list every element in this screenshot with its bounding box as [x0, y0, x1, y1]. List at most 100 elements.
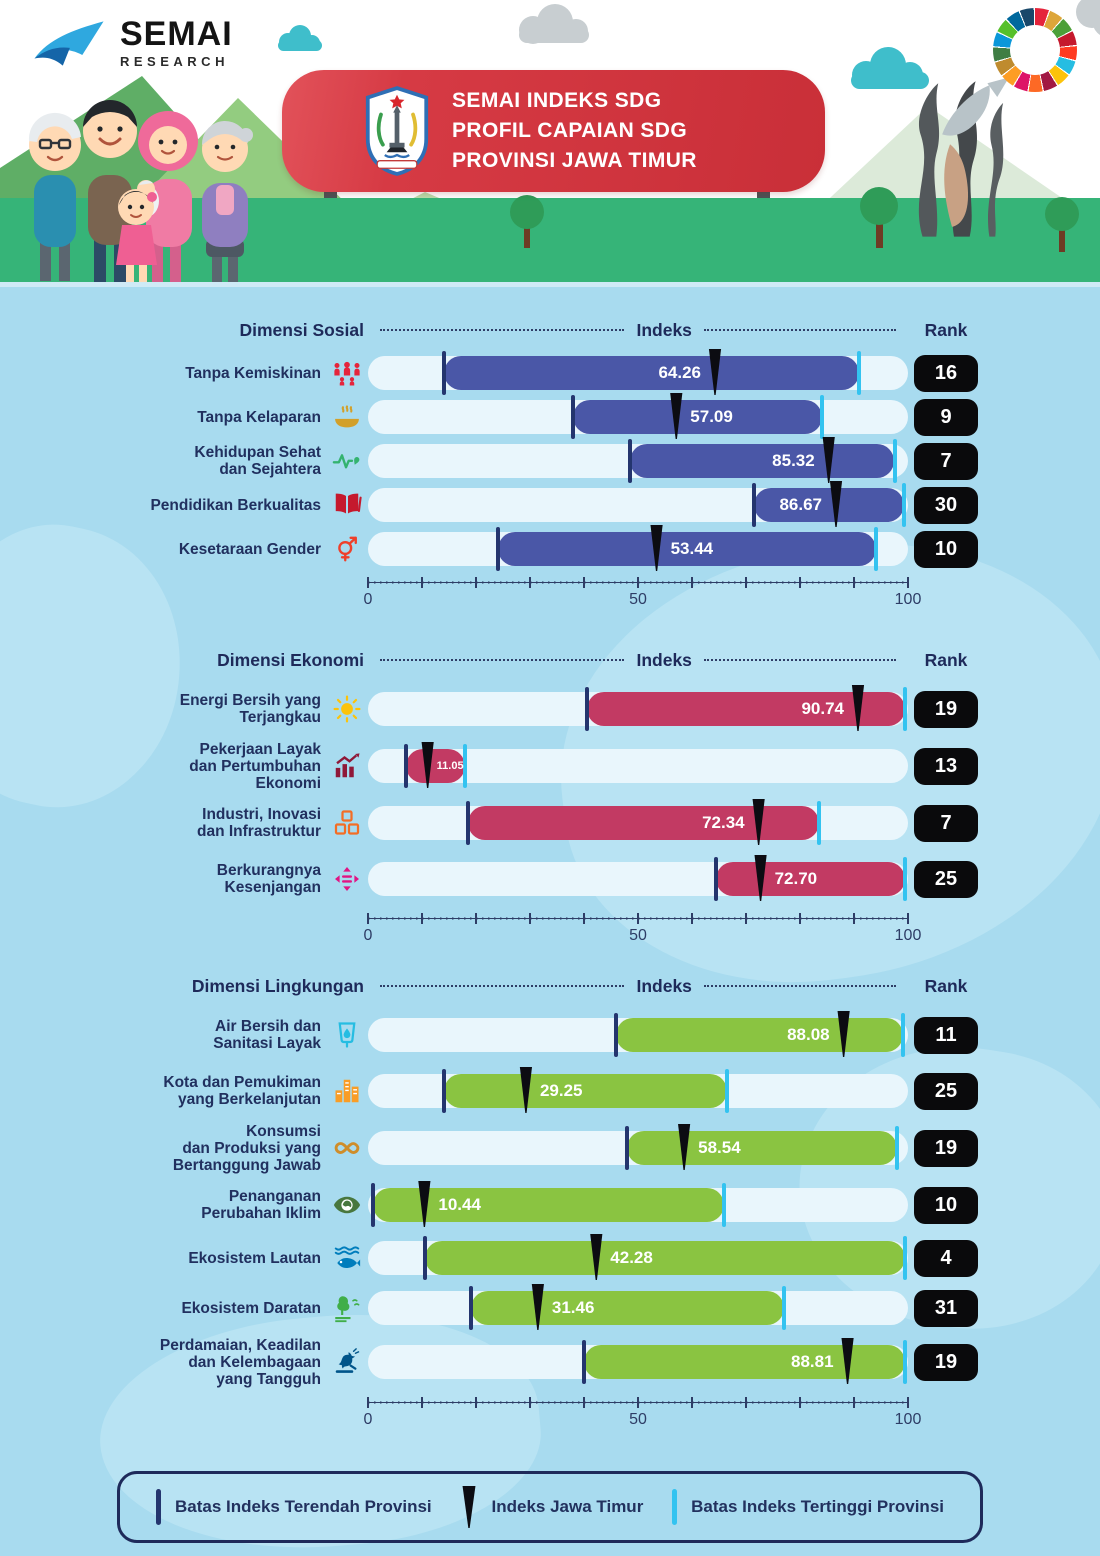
axis-tick	[529, 1397, 531, 1408]
axis-tick-label: 50	[629, 927, 647, 944]
index-track: 72.34	[368, 799, 908, 845]
max-bound-tick	[873, 527, 878, 571]
index-value: 31.46	[551, 1298, 595, 1317]
goal-row: Energi Bersih yang Terjangkau 90.74 19	[130, 681, 984, 737]
dove-icon	[330, 1345, 364, 1379]
axis-tick	[745, 913, 747, 924]
rank-badge: 25	[914, 860, 978, 898]
min-bound-tick	[752, 483, 757, 527]
index-track: 53.44	[368, 525, 908, 571]
rank-column-header: Rank	[924, 319, 968, 340]
goal-label: Tanpa Kelaparan	[197, 408, 321, 426]
section-header: Dimensi Lingkungan Indeks Rank	[130, 973, 984, 999]
index-track: 11.05	[368, 742, 908, 788]
banner-line-2: PROFIL CAPAIAN SDG	[452, 119, 688, 142]
goal-label: Pekerjaan Layak dan Pertumbuhan Ekonomi	[189, 740, 321, 792]
axis-tick	[583, 913, 585, 924]
semai-swoosh-icon	[34, 21, 104, 66]
min-bound-tick	[627, 439, 632, 483]
tree-illustration	[510, 187, 1079, 252]
axis-tick-label: 0	[363, 591, 373, 608]
min-bound-tick	[614, 1013, 619, 1057]
max-bound-tick	[892, 439, 897, 483]
chart-content: Dimensi Sosial Indeks Rank Tanpa Kemiskinan…	[0, 287, 1100, 1556]
gender-icon	[330, 532, 364, 566]
x-axis: 0 50 100	[364, 576, 921, 612]
axis-tick	[421, 1397, 423, 1408]
max-bound-tick	[781, 1286, 786, 1330]
grandpa-figure	[28, 112, 81, 281]
goal-label: Kesetaraan Gender	[178, 540, 321, 558]
axis-tick	[529, 577, 531, 588]
legend: Batas Indeks Terendah Provinsi Indeks Ja…	[117, 1471, 983, 1543]
index-track: 88.08	[368, 1011, 908, 1057]
index-range-bar	[584, 1345, 906, 1379]
rank-badge: 10	[914, 1186, 978, 1224]
axis-tick	[475, 577, 477, 588]
legend-item-index: Indeks Jawa Timur	[461, 1486, 643, 1528]
goal-row: Ekosistem Lautan 42.28 4	[130, 1233, 984, 1283]
goal-row: Pendidikan Berkualitas 86.67 30	[130, 481, 984, 527]
axis-tick	[367, 1397, 369, 1408]
index-range-bar	[716, 862, 906, 896]
axis-tick	[421, 913, 423, 924]
min-bound-tick	[584, 687, 589, 731]
index-track: 10.44	[368, 1181, 908, 1227]
growth-icon	[330, 749, 364, 783]
sdg-wheel-icon	[993, 8, 1077, 92]
index-track: 57.09	[368, 393, 908, 439]
index-range-bar	[467, 806, 819, 840]
hero-header: SEMAI RESEARCH SEMAI INDEKS SDG PROFIL C…	[0, 0, 1100, 287]
axis-tick	[475, 913, 477, 924]
section-dimensi-ekonomi: Dimensi Ekonomi Indeks Rank Energi Bersih y…	[130, 647, 984, 947]
rank-badge: 13	[914, 747, 978, 785]
axis-row: 0 50 100	[130, 1391, 984, 1431]
x-axis: 0 50 100	[364, 912, 921, 948]
rank-badge: 9	[914, 398, 978, 436]
index-track: 88.81	[368, 1338, 908, 1384]
min-bound-tick	[495, 527, 500, 571]
section-header: Dimensi Ekonomi Indeks Rank	[130, 647, 984, 673]
header-leader: Indeks	[368, 647, 908, 673]
semai-logo: SEMAI RESEARCH	[28, 16, 233, 78]
city-icon	[330, 1074, 364, 1108]
index-triangle-icon	[462, 1486, 476, 1528]
rank-badge: 31	[914, 1289, 978, 1327]
goal-label: Industri, Inovasi dan Infrastruktur	[196, 806, 321, 840]
section-title: Dimensi Sosial	[239, 319, 365, 340]
max-bound-tick	[903, 687, 908, 731]
hero-divider	[0, 282, 1100, 287]
axis-tick-label: 0	[363, 1411, 373, 1428]
axis-tick	[853, 1397, 855, 1408]
min-bound-tick	[468, 1286, 473, 1330]
gray-cloud	[519, 4, 589, 44]
rank-badge: 16	[914, 354, 978, 392]
goal-row: Air Bersih dan Sanitasi Layak 88.08 11	[130, 1007, 984, 1063]
index-value: 29.25	[539, 1081, 583, 1100]
axis-tick	[421, 577, 423, 588]
section-dimensi-lingkungan: Dimensi Lingkungan Indeks Rank Air Bersih d…	[130, 973, 984, 1431]
min-bound-tick	[441, 351, 446, 395]
index-range-bar	[373, 1188, 725, 1222]
axis-tick-label: 100	[894, 591, 922, 608]
legend-item-min: Batas Indeks Terendah Provinsi	[156, 1489, 432, 1525]
logo-subtitle: RESEARCH	[120, 54, 229, 69]
axis-tick	[853, 913, 855, 924]
axis-tick	[907, 577, 909, 588]
statue-illustration	[918, 77, 1010, 237]
family-illustration	[28, 100, 253, 283]
legend-max-label: Batas Indeks Tertinggi Provinsi	[691, 1497, 944, 1516]
rank-column-header: Rank	[924, 975, 968, 996]
header-leader: Indeks	[368, 973, 908, 999]
tree-icon	[330, 1291, 364, 1325]
legend-item-max: Batas Indeks Tertinggi Provinsi	[672, 1489, 944, 1525]
index-range-bar	[443, 1074, 728, 1108]
index-value: 88.08	[787, 1025, 830, 1044]
fish-icon	[330, 1241, 364, 1275]
index-value: 88.81	[791, 1352, 834, 1371]
goal-row: Berkurangnya Kesenjangan 72.70 25	[130, 851, 984, 907]
goal-label: Air Bersih dan Sanitasi Layak	[213, 1018, 321, 1052]
axis-tick-label: 0	[363, 927, 373, 944]
goal-row: Kesetaraan Gender 53.44 10	[130, 525, 984, 571]
index-value: 90.74	[801, 699, 844, 718]
